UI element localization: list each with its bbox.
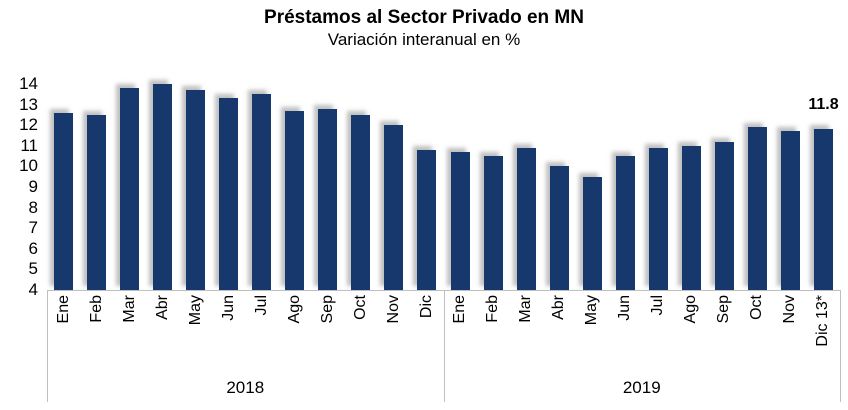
x-axis-month-label: Jun — [616, 295, 634, 321]
y-axis-tick-label: 14 — [19, 74, 38, 93]
bar — [747, 127, 767, 290]
bar — [648, 147, 668, 290]
bar — [450, 151, 470, 290]
x-axis-month-label: Nov — [384, 295, 402, 324]
x-axis-month-label: Sep — [318, 295, 336, 324]
x-axis-month-label: Mar — [120, 295, 138, 323]
x-axis-month-label: Jul — [649, 295, 667, 316]
bar — [516, 147, 536, 290]
bar — [153, 84, 173, 290]
y-axis-tick-label: 6 — [28, 238, 38, 258]
x-axis-month-label: Ago — [682, 295, 700, 324]
x-axis-month-label: Jun — [219, 295, 237, 321]
x-axis-line — [47, 290, 840, 291]
x-axis-month-label: Feb — [87, 295, 105, 323]
y-axis-tick-label: 5 — [28, 259, 38, 279]
y-axis-tick-label: 4 — [28, 280, 38, 299]
y-axis-tick-label: 9 — [28, 177, 38, 196]
x-axis-month-label: Oct — [351, 295, 369, 320]
bar — [549, 166, 569, 290]
chart-title: Préstamos al Sector Privado en MN — [264, 7, 584, 28]
x-axis-month-label: Mar — [517, 295, 535, 323]
x-axis-month-label: May — [186, 295, 204, 326]
bar — [417, 149, 437, 290]
bar — [714, 141, 734, 290]
x-axis-month-label: Dic — [417, 295, 435, 319]
x-axis-year-label: 2018 — [226, 378, 265, 397]
y-axis-tick-label: 10 — [19, 156, 38, 176]
x-axis-month-label: May — [583, 295, 601, 326]
bar — [252, 94, 272, 290]
y-axis-tick-label: 8 — [28, 197, 38, 217]
bar — [681, 145, 701, 290]
x-axis-month-label: Nov — [781, 295, 799, 324]
x-axis-month-label: Sep — [715, 295, 733, 324]
y-axis-tick-label: 7 — [28, 218, 38, 238]
data-label: 11.8 — [808, 96, 839, 114]
x-axis-month-label: Jul — [252, 295, 270, 316]
bar — [120, 88, 140, 290]
x-axis-month-label: Oct — [748, 295, 766, 320]
bar — [384, 125, 404, 290]
bar — [780, 131, 800, 290]
y-axis-tick-label: 11 — [20, 135, 38, 155]
category-divider-line — [840, 290, 841, 402]
y-axis-tick-label: 12 — [19, 115, 38, 135]
x-axis-month-label: Ene — [451, 295, 469, 324]
chart-subtitle: Variación interanual en % — [327, 30, 521, 49]
bar — [615, 156, 635, 290]
bar — [351, 114, 371, 290]
bar — [87, 114, 107, 290]
x-axis-month-label: Ago — [285, 295, 303, 324]
x-axis-month-label: Abr — [153, 295, 171, 320]
x-axis-month-label: Ene — [54, 295, 72, 324]
bar — [54, 112, 74, 290]
bar — [813, 129, 833, 290]
x-axis-month-label: Feb — [484, 295, 502, 323]
bar — [582, 176, 602, 290]
bar — [186, 90, 206, 290]
bar — [318, 108, 338, 290]
bar — [483, 156, 503, 290]
y-axis-tick-label: 13 — [19, 94, 38, 114]
x-axis-month-label: Dic 13* — [814, 295, 832, 347]
category-divider-line — [47, 290, 48, 402]
x-axis-month-label: Abr — [550, 295, 568, 320]
x-axis-year-label: 2019 — [622, 378, 661, 397]
bar — [285, 110, 305, 290]
bar — [219, 98, 239, 290]
category-divider-line — [444, 290, 445, 402]
